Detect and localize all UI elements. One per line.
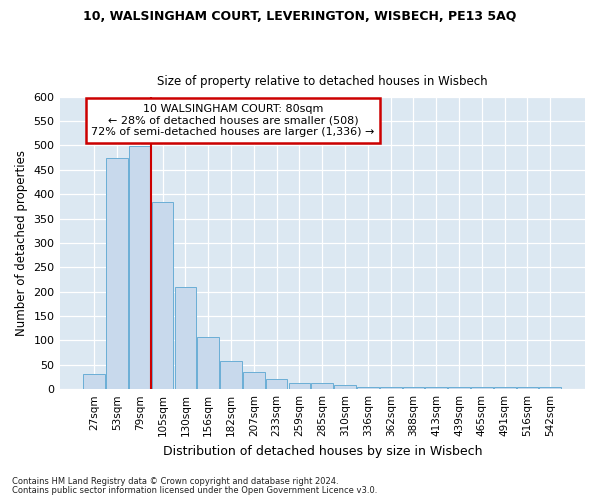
Title: Size of property relative to detached houses in Wisbech: Size of property relative to detached ho… [157, 76, 488, 88]
Bar [220, 362, 242, 389]
Text: 10, WALSINGHAM COURT, LEVERINGTON, WISBECH, PE13 5AQ: 10, WALSINGHAM COURT, LEVERINGTON, WISBE… [83, 10, 517, 23]
Bar [471, 386, 493, 389]
X-axis label: Distribution of detached houses by size in Wisbech: Distribution of detached houses by size … [163, 444, 482, 458]
Bar [403, 386, 424, 389]
Bar [83, 374, 105, 389]
Bar [494, 386, 515, 389]
Text: Contains public sector information licensed under the Open Government Licence v3: Contains public sector information licen… [12, 486, 377, 495]
Bar [425, 386, 447, 389]
Bar [152, 202, 173, 389]
Bar [448, 386, 470, 389]
Bar [175, 287, 196, 389]
Bar [311, 384, 333, 389]
Bar [380, 386, 401, 389]
Text: 10 WALSINGHAM COURT: 80sqm
← 28% of detached houses are smaller (508)
72% of sem: 10 WALSINGHAM COURT: 80sqm ← 28% of deta… [91, 104, 374, 137]
Bar [129, 146, 151, 389]
Bar [106, 158, 128, 389]
Bar [334, 385, 356, 389]
Bar [357, 386, 379, 389]
Bar [539, 386, 561, 389]
Text: Contains HM Land Registry data © Crown copyright and database right 2024.: Contains HM Land Registry data © Crown c… [12, 477, 338, 486]
Y-axis label: Number of detached properties: Number of detached properties [15, 150, 28, 336]
Bar [289, 383, 310, 389]
Bar [197, 338, 219, 389]
Bar [517, 386, 538, 389]
Bar [266, 379, 287, 389]
Bar [243, 372, 265, 389]
